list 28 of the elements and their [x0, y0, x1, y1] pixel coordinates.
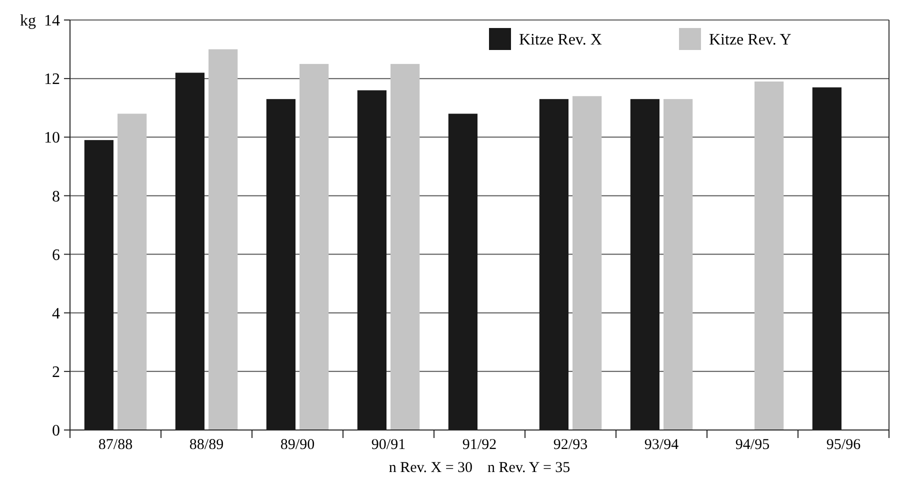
bar — [118, 114, 147, 430]
y-tick-label: 14 — [44, 12, 60, 30]
legend-label: Kitze Rev. Y — [709, 32, 792, 49]
x-tick-label: 90/91 — [371, 437, 406, 453]
x-tick-label: 89/90 — [280, 437, 315, 453]
y-tick-label: 0 — [52, 422, 60, 440]
x-tick-label: 94/95 — [735, 437, 770, 453]
x-tick-label: 95/96 — [826, 437, 862, 453]
y-tick-label: 8 — [52, 188, 60, 206]
text: n Rev. X = 30 n Rev. Y = 35 — [388, 460, 570, 476]
x-tick-label: 92/93 — [553, 437, 588, 453]
y-tick-label: 6 — [52, 246, 60, 264]
legend-label: Kitze Rev. X — [519, 32, 602, 49]
x-tick-label: 87/88 — [98, 437, 133, 453]
bar — [300, 64, 329, 430]
y-tick-label: 12 — [44, 71, 60, 88]
x-tick-label: 91/92 — [462, 437, 497, 453]
x-tick-label: 88/89 — [189, 437, 224, 453]
bar — [664, 99, 693, 430]
bar — [390, 64, 420, 430]
bar — [754, 82, 784, 430]
y-tick-label: 10 — [44, 130, 60, 147]
y-tick-label: 2 — [52, 364, 60, 382]
bar — [572, 96, 602, 430]
y-tick-label: 4 — [52, 305, 60, 322]
bar — [208, 49, 238, 430]
y-axis-title: kg — [20, 12, 36, 30]
x-tick-label: 93/94 — [644, 437, 680, 453]
